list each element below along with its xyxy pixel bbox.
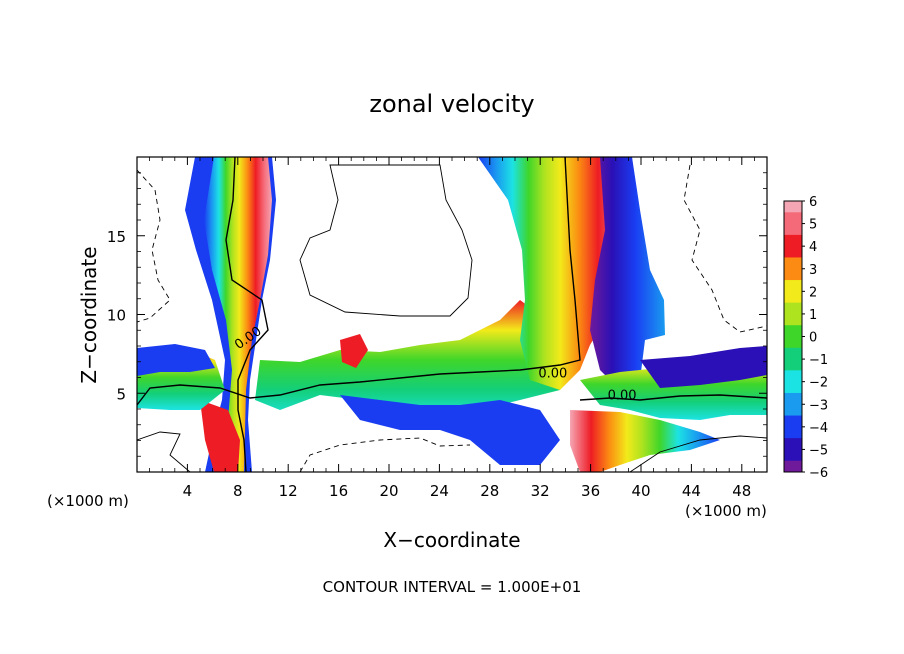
colorbar-swatch-half-3: [784, 280, 802, 292]
small-warm-blob: [340, 334, 368, 368]
contour-zero-band: [137, 157, 581, 406]
contour-zero-left: [225, 157, 269, 472]
x-tick-label: 24: [430, 482, 449, 500]
colorbar-swatch-10: [784, 426, 802, 439]
x-tick-label: 8: [233, 482, 243, 500]
colorbar-label: 4: [809, 240, 817, 255]
lower-right-warm: [570, 410, 720, 472]
colorbar-swatch-0: [784, 201, 802, 213]
colorbar-label: −5: [809, 443, 828, 458]
colorbar-swatch-1: [784, 223, 802, 236]
colorbar-swatch-half-10: [784, 438, 802, 450]
x-tick-label: 32: [531, 482, 550, 500]
colorbar-swatch-half-11: [784, 460, 802, 473]
x-axis: 4 8 12 16 20 24 28 32 36 40 44 48: [149, 157, 755, 500]
upper-white-region: [282, 157, 505, 320]
x-tick-label: 44: [682, 482, 701, 500]
central-band: [255, 300, 580, 420]
colorbar-swatch-half-8: [784, 392, 802, 405]
colorbar-label: 0: [809, 331, 817, 346]
lower-left-warm: [200, 400, 240, 472]
colorbar-swatch-4: [784, 291, 802, 304]
colorbar-label: −4: [809, 421, 828, 436]
colorbar-swatch-9: [784, 404, 802, 417]
x-tick-label: 36: [581, 482, 600, 500]
contour-lines: [137, 157, 767, 472]
colorbar-label: −2: [809, 376, 828, 391]
y-axis: 5 10 15: [107, 172, 767, 457]
colorbar-label: 6: [809, 195, 817, 210]
y-axis-title: Z−coordinate: [77, 246, 101, 383]
contour-lower-left: [137, 431, 191, 472]
x-unit-left: (×1000 m): [47, 492, 129, 510]
right-plume: [590, 157, 665, 390]
colorbar-swatch-7: [784, 359, 802, 371]
x-unit-right: (×1000 m): [685, 502, 767, 520]
contour-dashed-left: [137, 169, 171, 323]
colorbar-swatch-half-0: [784, 212, 802, 225]
colorbar-swatch-6: [784, 336, 802, 349]
colorbar-label: −1: [809, 353, 828, 368]
colorbar-swatch-2: [784, 246, 802, 258]
colorbar-swatch-half-7: [784, 370, 802, 383]
colorbar-label: 1: [809, 308, 817, 323]
left-band-blue: [137, 344, 215, 376]
x-tick-label: 48: [732, 482, 751, 500]
colorbar-swatch-3: [784, 268, 802, 281]
colorbar-label: −6: [809, 466, 828, 481]
colorbar-swatch-half-9: [784, 415, 802, 428]
colorbar: 6 5 4 3 2 1 0 −1 −2 −3 −4 −5 −6: [783, 195, 828, 481]
colorbar-label: −3: [809, 398, 828, 413]
chart-title: zonal velocity: [369, 90, 534, 118]
right-band-blue: [640, 346, 767, 388]
y-tick-label: 10: [107, 307, 126, 325]
colorbar-swatch-half-6: [784, 347, 802, 360]
central-band-blue: [340, 395, 560, 465]
colorbar-label: 5: [809, 218, 817, 233]
colorbar-swatch-half-1: [784, 234, 802, 247]
x-tick-label: 16: [329, 482, 348, 500]
contour-dashed-right: [683, 164, 767, 333]
colorbar-swatch-5: [784, 313, 802, 326]
colorbar-swatch-half-2: [784, 257, 802, 270]
colorbar-label: 2: [809, 285, 817, 300]
y-tick-label: 5: [116, 385, 126, 403]
contour-upper-loop: [299, 164, 473, 317]
x-tick-label: 20: [379, 482, 398, 500]
colorbar-swatch-half-5: [784, 325, 802, 337]
contour-dashed-bottom: [299, 437, 471, 472]
x-tick-label: 4: [183, 482, 193, 500]
contour-lower-right: [629, 435, 767, 472]
colorbar-label: 3: [809, 263, 817, 278]
left-jet-inner: [204, 157, 272, 472]
contour-label-1: 0.00: [538, 367, 567, 382]
y-tick-label: 15: [107, 228, 126, 246]
x-tick-label: 12: [279, 482, 298, 500]
x-axis-title: X−coordinate: [383, 528, 520, 552]
contour-zero-right: [579, 394, 767, 401]
contour-interval-note: CONTOUR INTERVAL = 1.000E+01: [323, 578, 582, 596]
colorbar-swatch-8: [784, 381, 802, 394]
colorbar-swatch-half-4: [784, 302, 802, 315]
x-tick-label: 40: [631, 482, 650, 500]
x-tick-label: 28: [480, 482, 499, 500]
colorbar-swatch-11: [784, 449, 802, 462]
contour-label-2: 0.00: [608, 389, 637, 404]
